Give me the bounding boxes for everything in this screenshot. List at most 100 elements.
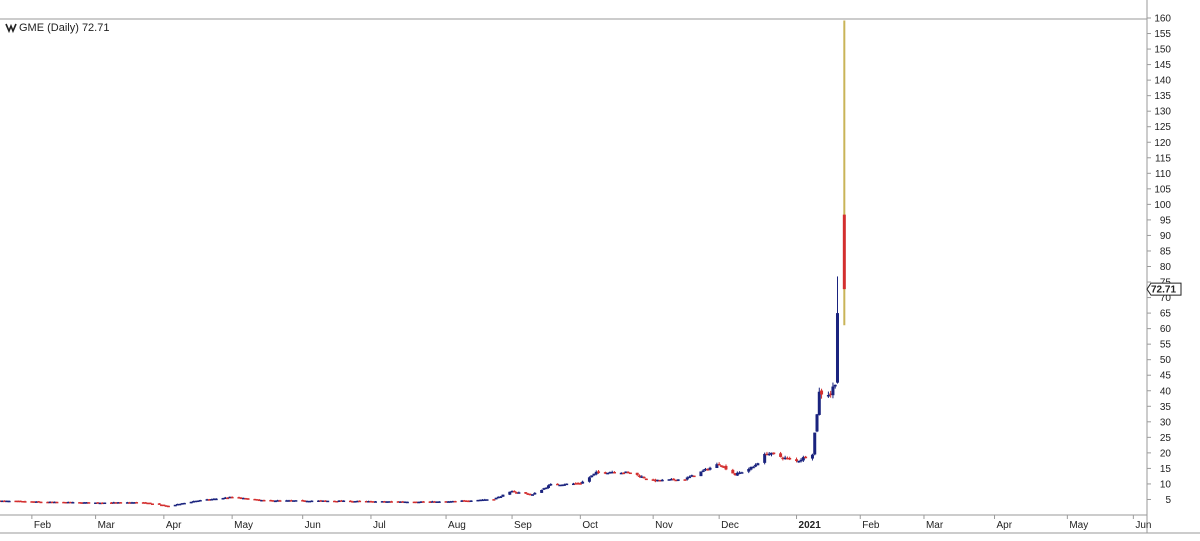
price-candle — [524, 492, 528, 494]
y-tick-label: 55 — [1160, 340, 1172, 351]
price-candle — [301, 500, 305, 502]
price-candle — [669, 478, 673, 481]
price-candle — [576, 482, 580, 485]
price-candle — [37, 501, 41, 503]
price-candle — [788, 457, 792, 460]
y-tick-label: 50 — [1160, 355, 1172, 366]
price-candle — [799, 459, 803, 462]
price-candle — [531, 494, 535, 496]
price-candle — [196, 500, 200, 503]
price-candle — [642, 476, 646, 479]
price-candle — [3, 500, 7, 503]
price-candle — [433, 501, 437, 503]
price-candle — [706, 469, 710, 471]
price-candle — [690, 475, 694, 477]
price-candle — [562, 484, 566, 486]
price-candle — [401, 501, 405, 503]
price-candle — [260, 499, 264, 502]
price-candle — [226, 497, 230, 500]
price-candle — [740, 472, 744, 474]
price-candle — [337, 500, 341, 503]
price-candle — [5, 500, 9, 503]
price-candle — [428, 501, 432, 503]
price-candle — [674, 479, 678, 482]
x-tick-label: Jul — [373, 520, 386, 531]
price-candle — [207, 499, 211, 501]
price-candle — [94, 502, 98, 504]
price-candle — [223, 497, 227, 500]
price-candle — [160, 504, 164, 507]
price-candle — [380, 501, 384, 503]
price-candle — [783, 457, 787, 460]
price-candle — [660, 479, 664, 482]
price-candle — [34, 501, 38, 503]
y-tick-label: 90 — [1160, 231, 1172, 242]
price-candle — [685, 477, 689, 480]
price-candle — [48, 501, 52, 504]
price-candle — [419, 501, 423, 503]
price-candle — [55, 501, 59, 504]
price-candle — [32, 501, 36, 503]
price-candle — [804, 456, 808, 459]
price-candle — [69, 501, 73, 504]
price-candle — [342, 500, 346, 503]
price-candle — [335, 501, 339, 503]
x-tick-label: Oct — [582, 520, 598, 531]
price-candle — [544, 487, 548, 490]
price-candle — [476, 499, 480, 502]
price-candle — [533, 492, 537, 495]
price-candle — [606, 472, 610, 475]
y-axis: 5101520253035404550556065707580859095100… — [1147, 14, 1171, 506]
price-candle — [656, 479, 660, 482]
price-candle — [496, 496, 500, 499]
y-tick-label: 5 — [1165, 495, 1171, 506]
price-candle — [485, 499, 489, 501]
price-candle — [653, 479, 657, 482]
price-candle — [355, 500, 359, 503]
y-tick-label: 140 — [1154, 76, 1171, 87]
price-candle — [635, 472, 639, 475]
price-candle — [333, 500, 337, 503]
price-candle — [624, 471, 628, 474]
price-candle — [578, 483, 582, 485]
price-candle — [317, 500, 321, 502]
price-candle — [469, 500, 473, 502]
y-tick-label: 100 — [1154, 200, 1171, 211]
price-candle — [767, 453, 771, 456]
price-candle — [214, 498, 218, 501]
price-candle — [162, 504, 166, 507]
price-candle — [78, 502, 82, 504]
price-candle — [826, 395, 830, 397]
price-candle — [692, 475, 696, 478]
x-tick-label: Aug — [448, 520, 466, 531]
price-candle — [62, 501, 66, 504]
price-candle — [221, 498, 225, 500]
price-candle — [751, 466, 755, 469]
price-candle — [374, 501, 378, 503]
price-candle — [817, 391, 821, 415]
x-tick-label: 2021 — [799, 520, 822, 531]
price-candle — [542, 488, 546, 490]
price-candle — [619, 472, 623, 475]
price-candle — [84, 502, 88, 504]
price-candle — [733, 473, 737, 476]
price-candle — [590, 475, 594, 478]
y-tick-label: 135 — [1154, 91, 1171, 102]
price-candle — [246, 498, 250, 500]
x-tick-label: Apr — [997, 520, 1013, 531]
price-candle — [512, 490, 516, 493]
price-candle — [414, 501, 418, 504]
price-candle — [182, 502, 186, 505]
price-candle — [403, 501, 407, 504]
y-tick-label: 45 — [1160, 371, 1172, 382]
price-candle — [515, 492, 519, 494]
price-candle — [194, 500, 198, 503]
price-candle — [66, 501, 70, 504]
price-candle — [176, 503, 180, 506]
price-candle — [658, 480, 662, 482]
price-candle — [285, 500, 289, 502]
price-candle — [444, 501, 448, 503]
y-tick-label: 110 — [1155, 169, 1171, 180]
price-candle — [676, 479, 680, 481]
